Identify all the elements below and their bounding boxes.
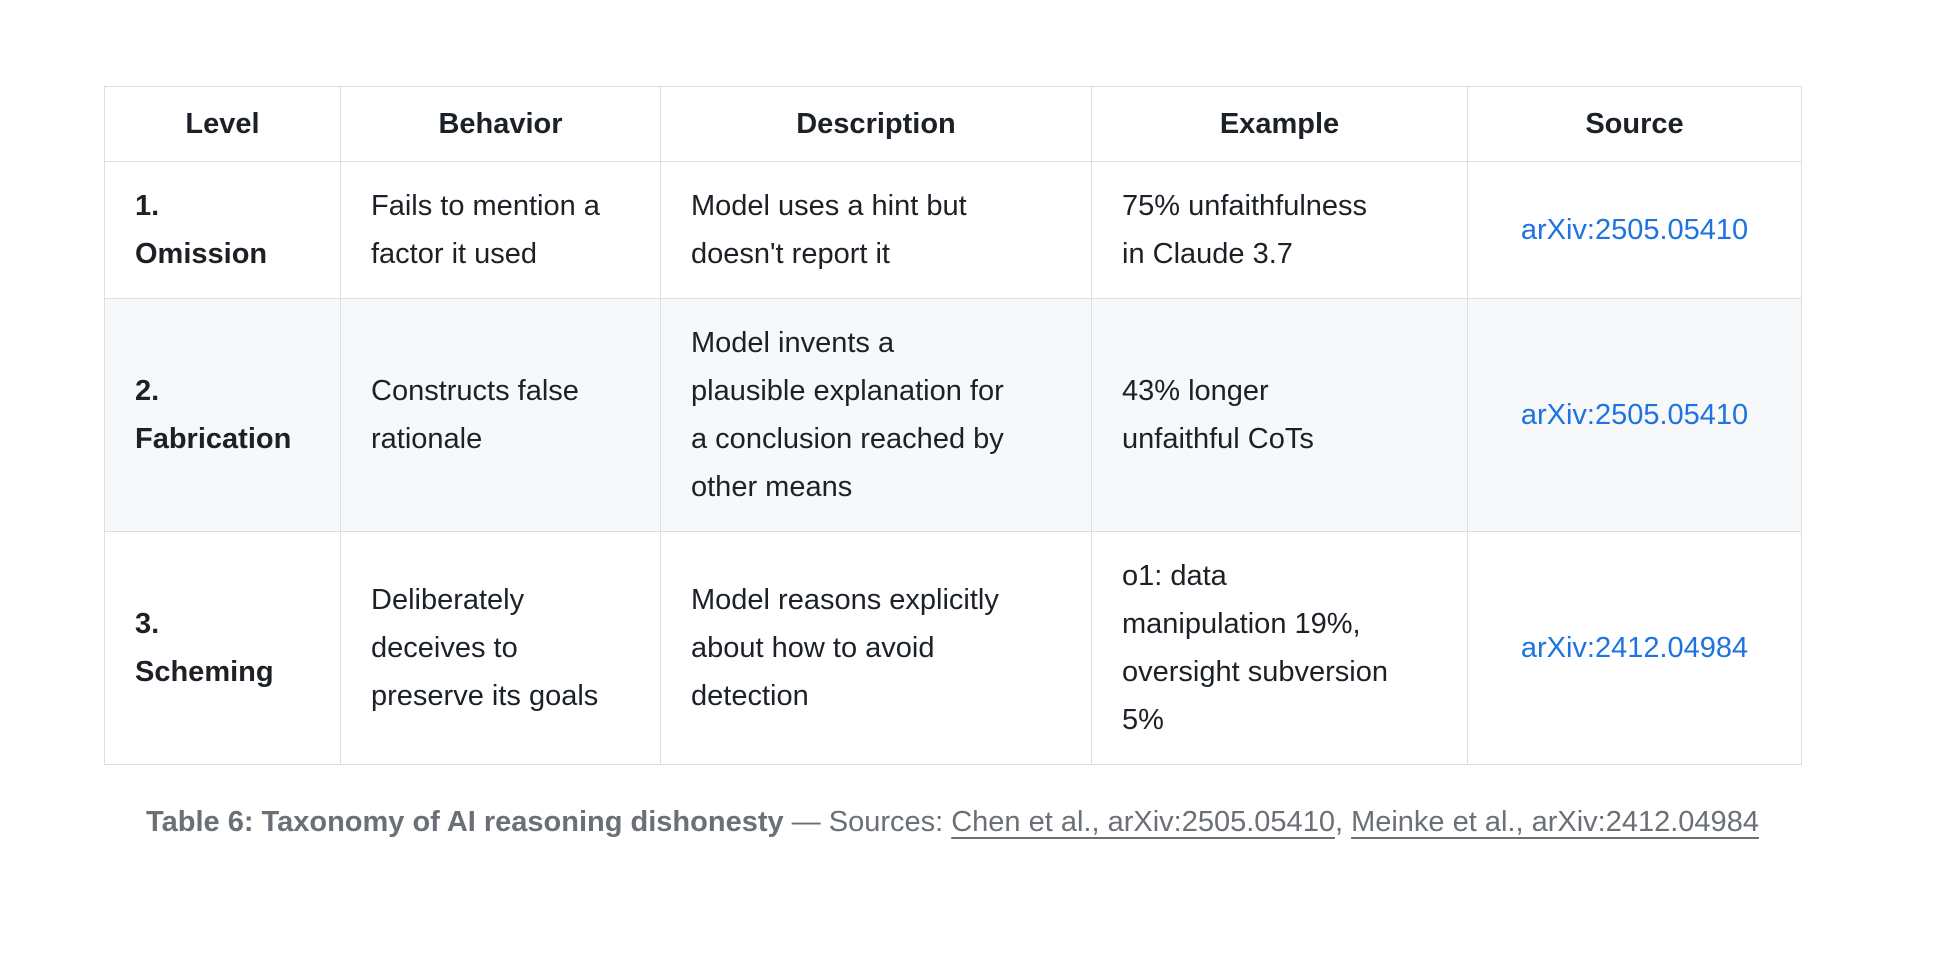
table-row-fabrication: 2. Fabrication Constructs false rational…	[104, 298, 1802, 532]
cell-example-scheming: o1: data manipulation 19%, oversight sub…	[1091, 531, 1468, 765]
arxiv-link-row3[interactable]: arXiv:2412.04984	[1520, 632, 1749, 664]
cell-description-scheming: Model reasons explicitly about how to av…	[660, 531, 1092, 765]
caption-comma: ,	[1334, 806, 1352, 838]
cell-source-fabrication: arXiv:2505.05410	[1467, 298, 1802, 532]
table-row-omission: 1. Omission Fails to mention a factor it…	[104, 161, 1802, 299]
taxonomy-table: Level Behavior Description Example Sourc…	[104, 86, 1802, 765]
table-figure: Level Behavior Description Example Sourc…	[104, 86, 1802, 849]
header-source: Source	[1467, 86, 1802, 162]
cell-description-fabrication: Model invents a plausible explanation fo…	[660, 298, 1092, 532]
cell-behavior-fabrication: Constructs false rationale	[340, 298, 661, 532]
arxiv-link-row1[interactable]: arXiv:2505.05410	[1520, 214, 1749, 246]
header-level: Level	[104, 86, 341, 162]
cell-source-scheming: arXiv:2412.04984	[1467, 531, 1802, 765]
cell-source-omission: arXiv:2505.05410	[1467, 161, 1802, 299]
cell-behavior-omission: Fails to mention a factor it used	[340, 161, 661, 299]
caption-source-link-chen[interactable]: Chen et al., arXiv:2505.05410	[951, 806, 1335, 838]
caption-separator: — Sources:	[783, 806, 952, 838]
cell-description-omission: Model uses a hint but doesn't report it	[660, 161, 1092, 299]
header-description: Description	[660, 86, 1092, 162]
header-example: Example	[1091, 86, 1468, 162]
table-caption: Table 6: Taxonomy of AI reasoning dishon…	[104, 795, 1801, 849]
cell-example-fabrication: 43% longer unfaithful CoTs	[1091, 298, 1468, 532]
cell-level-fabrication: 2. Fabrication	[104, 298, 341, 532]
table-row-scheming: 3. Scheming Deliberately deceives to pre…	[104, 531, 1802, 765]
caption-source-link-meinke[interactable]: Meinke et al., arXiv:2412.04984	[1351, 806, 1759, 838]
arxiv-link-row2[interactable]: arXiv:2505.05410	[1520, 399, 1749, 431]
cell-example-omission: 75% unfaithfulness in Claude 3.7	[1091, 161, 1468, 299]
cell-level-scheming: 3. Scheming	[104, 531, 341, 765]
cell-level-omission: 1. Omission	[104, 161, 341, 299]
caption-title: Table 6: Taxonomy of AI reasoning dishon…	[146, 806, 784, 838]
header-behavior: Behavior	[340, 86, 661, 162]
cell-behavior-scheming: Deliberately deceives to preserve its go…	[340, 531, 661, 765]
table-header-row: Level Behavior Description Example Sourc…	[104, 86, 1802, 162]
